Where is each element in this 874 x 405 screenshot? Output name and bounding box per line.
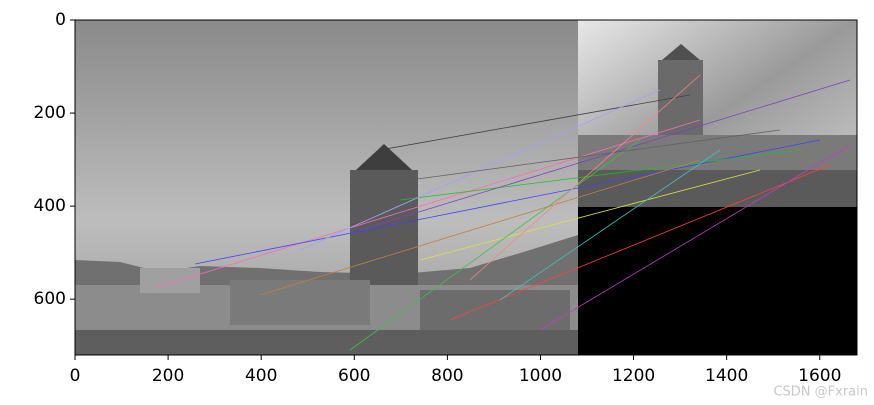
x-tick-label: 1000 [519,366,562,386]
x-tick-label: 600 [338,366,370,386]
axes-frame [74,19,858,356]
y-tick-label: 200 [34,103,66,123]
x-tick-label: 1600 [798,366,841,386]
y-tick-label: 400 [34,196,66,216]
watermark: CSDN @Fxrain [773,385,868,400]
x-tick-label: 200 [152,366,184,386]
x-tick-label: 0 [70,366,81,386]
x-tick-label: 800 [431,366,463,386]
x-tick-label: 400 [245,366,277,386]
x-tick-label: 1400 [705,366,748,386]
y-tick-label: 600 [34,289,66,309]
x-tick-label: 1200 [612,366,655,386]
image [75,20,857,355]
match-lines [154,74,851,351]
y-tick-label: 0 [55,10,66,30]
